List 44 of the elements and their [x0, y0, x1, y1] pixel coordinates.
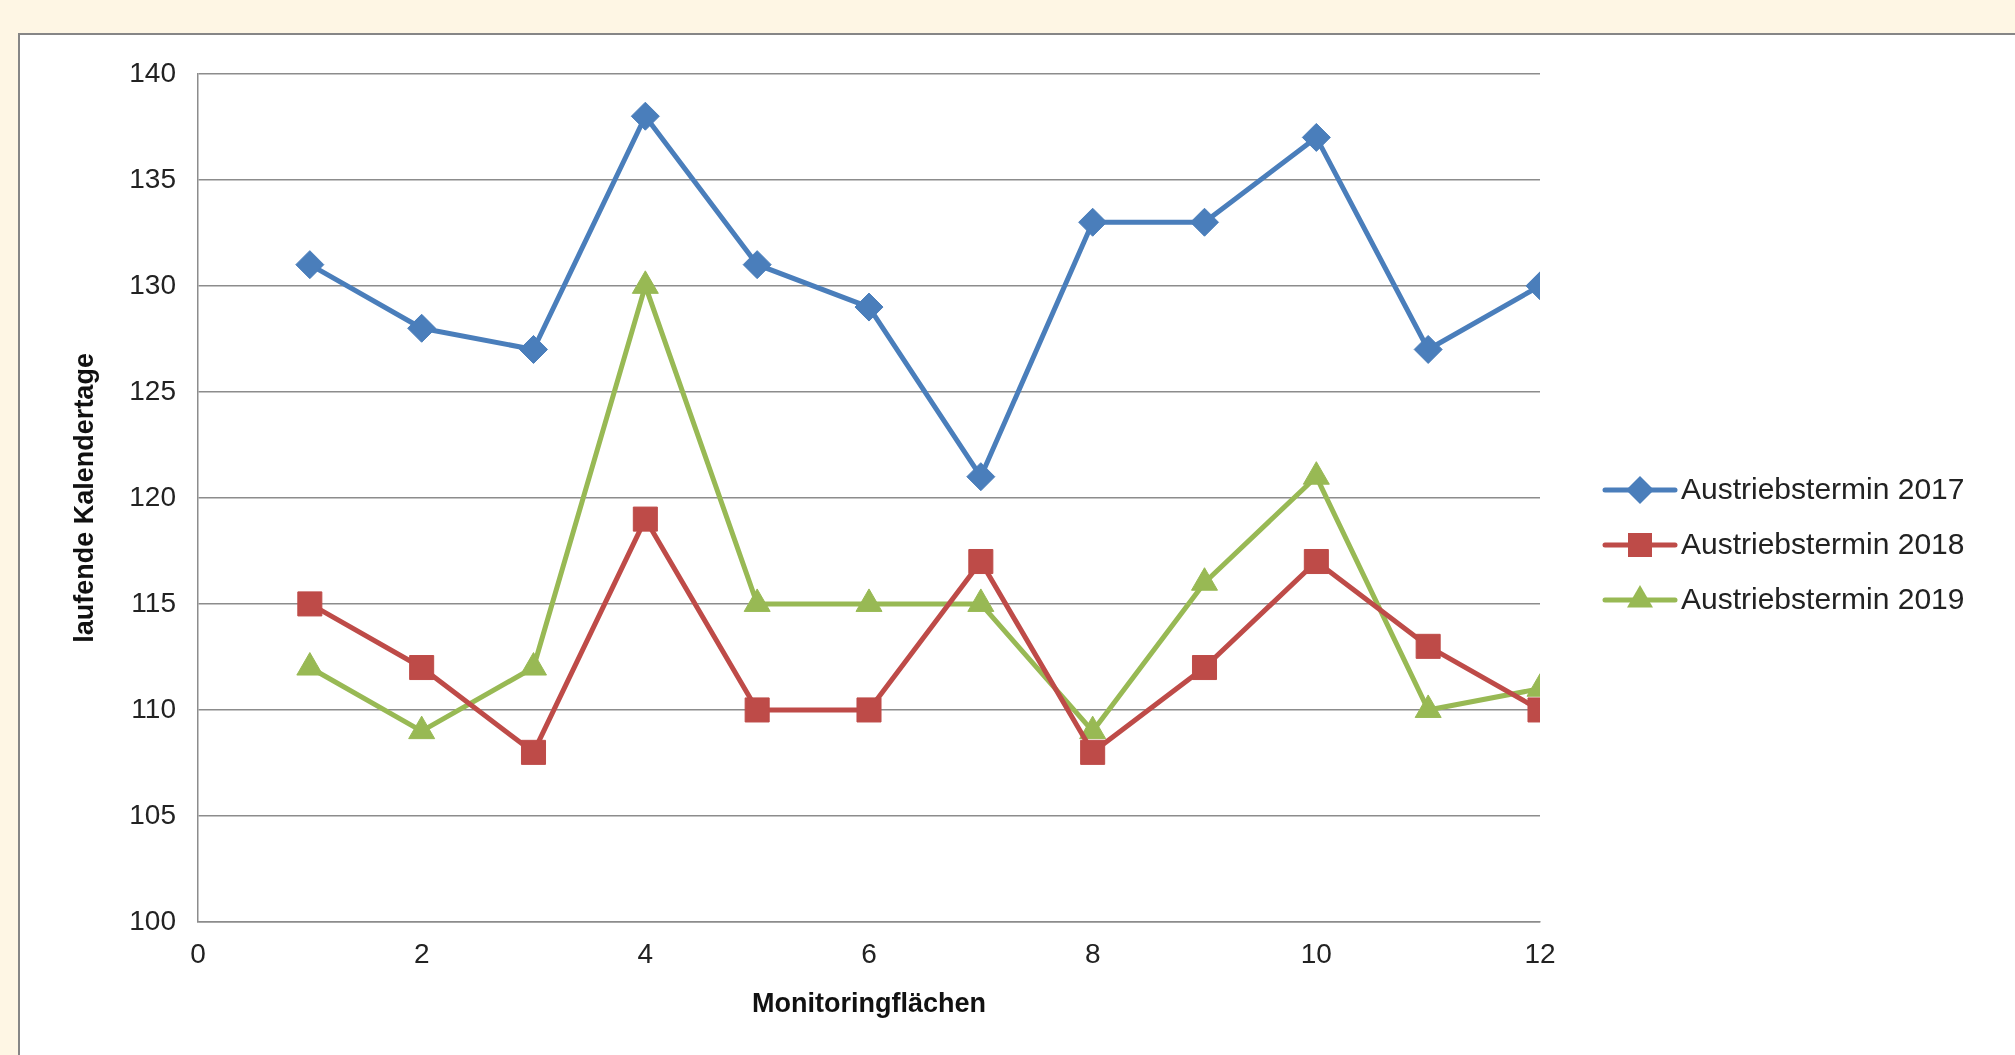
point	[520, 739, 547, 765]
point	[1190, 207, 1219, 237]
point	[1080, 739, 1106, 765]
point	[966, 462, 996, 492]
point	[1078, 207, 1108, 237]
y-tick-label: 135	[129, 162, 176, 194]
x-tick-label: 4	[637, 937, 654, 969]
y-tick-label: 125	[129, 374, 176, 406]
point	[519, 334, 548, 364]
point	[632, 506, 658, 532]
y-tick-label: 100	[129, 904, 176, 936]
y-tick-label: 130	[129, 268, 176, 300]
point	[1415, 633, 1441, 659]
y-tick-label: 115	[131, 586, 176, 618]
x-tick-label: 10	[1300, 937, 1332, 969]
legend-label: Austriebstermin 2019	[1681, 582, 1965, 616]
y-tick-label: 110	[131, 692, 176, 724]
x-tick-label: 12	[1524, 937, 1556, 969]
panel-frame: Monitoringflächen laufende Kalendertage 0 2 4 6 8 10 12 100 105 110 115 120 125 130 135 140 Austriebstermin 2017 Austriebstermin 2018 Austriebstermin 2019	[18, 33, 2015, 1055]
point	[1303, 548, 1329, 575]
point	[1413, 334, 1443, 364]
point	[295, 250, 325, 280]
point	[1191, 655, 1218, 681]
x-tick-label: 0	[190, 937, 206, 969]
point	[1301, 122, 1331, 152]
x-tick-label: 6	[861, 937, 877, 969]
point	[742, 250, 772, 280]
y-tick-label: 140	[129, 56, 176, 88]
point	[968, 548, 994, 575]
x-tick-label: 8	[1084, 937, 1101, 969]
y-tick-label: 120	[129, 480, 176, 512]
y-axis-title: laufende Kalendertage	[68, 353, 99, 643]
x-tick-label: 2	[413, 937, 430, 969]
y-tick-label: 105	[129, 798, 176, 830]
legend-label: Austriebstermin 2018	[1681, 527, 1965, 561]
point	[854, 292, 884, 322]
point	[856, 697, 882, 723]
legend-label: Austriebstermin 2017	[1681, 472, 1965, 506]
x-axis-title: Monitoringflächen	[752, 988, 986, 1019]
point	[407, 313, 437, 343]
point	[297, 591, 323, 617]
point	[409, 655, 435, 681]
point	[744, 697, 770, 723]
point	[630, 101, 660, 131]
